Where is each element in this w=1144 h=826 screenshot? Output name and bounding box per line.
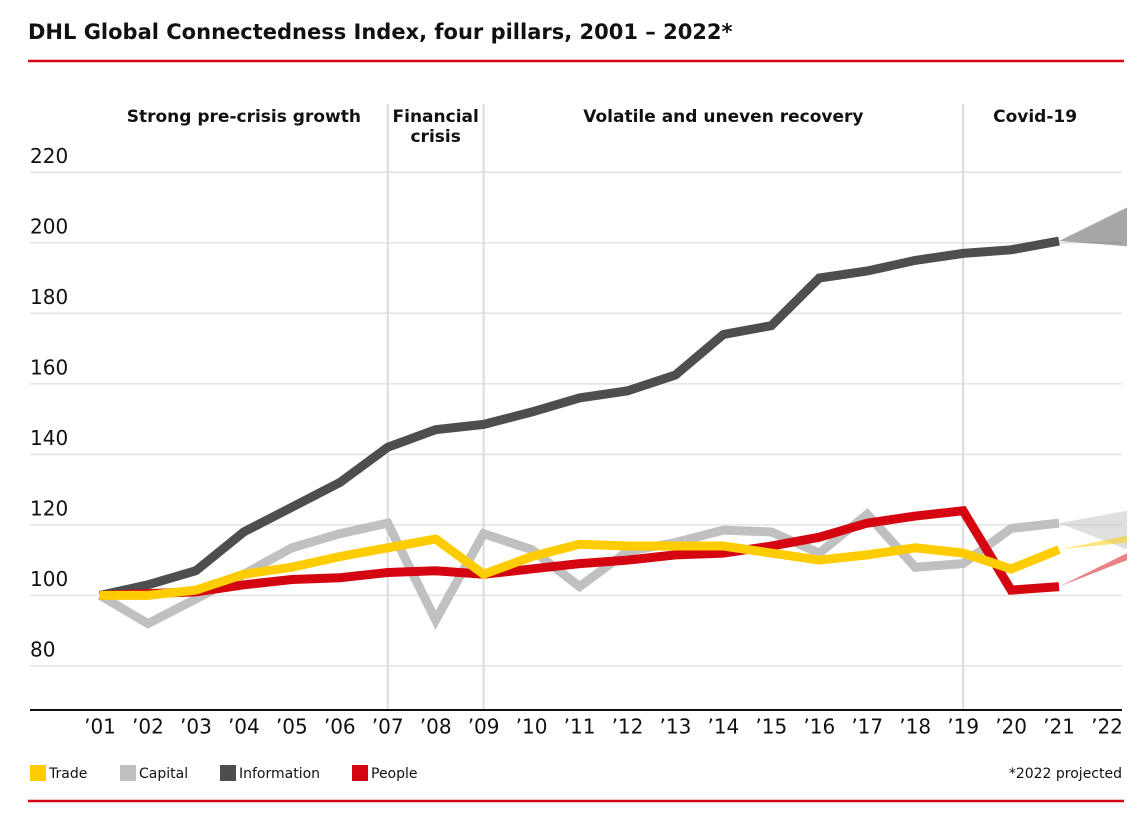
y-tick-label: 140 bbox=[30, 426, 68, 450]
x-tick-label: ’21 bbox=[1043, 715, 1075, 739]
y-tick-label: 80 bbox=[30, 637, 55, 661]
x-tick-label: ’05 bbox=[276, 715, 308, 739]
y-tick-label: 220 bbox=[30, 144, 68, 168]
x-tick-label: ’11 bbox=[564, 715, 596, 739]
phase-label: Covid-19 bbox=[993, 107, 1077, 127]
x-tick-label: ’06 bbox=[324, 715, 356, 739]
x-tick-label: ’03 bbox=[180, 715, 212, 739]
legend-label: People bbox=[371, 766, 418, 782]
x-tick-label: ’18 bbox=[899, 715, 931, 739]
series-line bbox=[99, 505, 1060, 600]
phase-label: Volatile and uneven recovery bbox=[583, 107, 863, 127]
phase-label: Strong pre-crisis growth bbox=[127, 107, 361, 127]
series-line bbox=[100, 534, 1061, 600]
legend-swatch bbox=[352, 765, 368, 781]
chart-title: DHL Global Connectedness Index, four pil… bbox=[28, 20, 733, 44]
x-tick-label: ’12 bbox=[612, 715, 644, 739]
x-tick-label: ’15 bbox=[755, 715, 787, 739]
x-tick-label: ’08 bbox=[420, 715, 452, 739]
projection-range bbox=[1059, 535, 1127, 550]
projection-range bbox=[1059, 553, 1127, 587]
legend-label: Trade bbox=[48, 766, 87, 782]
phase-label: Financial bbox=[393, 107, 479, 127]
x-tick-label: ’01 bbox=[84, 715, 116, 739]
x-tick-label: ’10 bbox=[516, 715, 548, 739]
legend-swatch bbox=[120, 765, 136, 781]
legend-label: Information bbox=[239, 766, 320, 782]
x-tick-label: ’13 bbox=[660, 715, 692, 739]
x-tick-label: ’04 bbox=[228, 715, 260, 739]
series-line bbox=[99, 236, 1060, 600]
x-tick-label: ’02 bbox=[132, 715, 164, 739]
phase-label: crisis bbox=[410, 127, 460, 147]
x-tick-label: ’20 bbox=[995, 715, 1027, 739]
x-tick-label: ’17 bbox=[851, 715, 883, 739]
y-tick-label: 160 bbox=[30, 355, 68, 379]
legend-label: Capital bbox=[139, 766, 188, 782]
x-tick-label: ’09 bbox=[468, 715, 500, 739]
x-tick-label: ’14 bbox=[707, 715, 739, 739]
x-tick-label: ’16 bbox=[803, 715, 835, 739]
x-tick-label: ’07 bbox=[372, 715, 404, 739]
x-tick-label: ’22 bbox=[1091, 715, 1123, 739]
y-tick-label: 200 bbox=[30, 214, 68, 238]
y-tick-label: 180 bbox=[30, 285, 68, 309]
y-tick-label: 120 bbox=[30, 496, 68, 520]
legend-swatch bbox=[220, 765, 236, 781]
legend-swatch bbox=[30, 765, 46, 781]
projection-range bbox=[1059, 207, 1127, 247]
y-tick-label: 100 bbox=[30, 567, 68, 591]
footnote: *2022 projected bbox=[1009, 766, 1122, 782]
x-tick-label: ’19 bbox=[947, 715, 979, 739]
